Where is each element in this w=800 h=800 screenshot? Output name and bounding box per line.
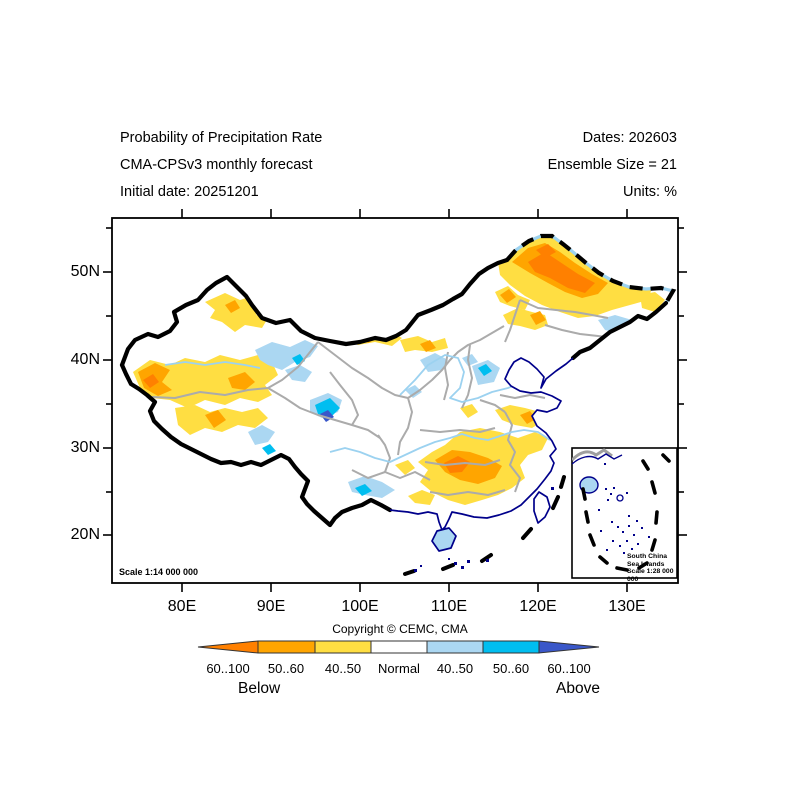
plot-title: Probability of Precipitation Rate (120, 130, 323, 146)
legend-normal (370, 640, 428, 654)
lat-label-50n: 50N (70, 263, 100, 280)
lon-label-90e: 90E (256, 598, 286, 615)
units: Units: % (623, 184, 677, 200)
model-subtitle: CMA-CPSv3 monthly forecast (120, 157, 313, 173)
copyright-text: Copyright © CEMC, CMA (332, 622, 468, 636)
lon-label-110e: 110E (430, 598, 468, 615)
lon-label-130e: 130E (608, 598, 646, 615)
initial-date: Initial date: 20251201 (120, 184, 259, 200)
lat-label-40n: 40N (70, 351, 100, 368)
forecast-dates: Dates: 202603 (582, 130, 677, 146)
taiwan-island (533, 491, 551, 524)
hainan-island (431, 527, 457, 552)
northeast-river-border (505, 233, 677, 305)
sea-boundary-dashes (403, 475, 566, 576)
map-scale-label: Scale 1:14 000 000 (119, 567, 199, 577)
ensemble-size: Ensemble Size = 21 (547, 157, 677, 173)
legend-below-60-100 (197, 640, 259, 654)
legend-label-normal: Normal (378, 661, 420, 676)
lon-label-80e: 80E (167, 598, 197, 615)
nine-dash-line (581, 453, 671, 572)
south-china-sea-inset (571, 447, 678, 579)
legend-label-above-50-60: 50..60 (492, 661, 530, 676)
title-block-left: Probability of Precipitation Rate CMA-CP… (120, 125, 322, 206)
legend-label-above-60-100: 60..100 (547, 661, 591, 676)
lon-label-120e: 120E (519, 598, 557, 615)
map-frame (111, 217, 679, 584)
legend-above-label: Above (556, 680, 600, 697)
axis-ticks (103, 209, 687, 592)
legend-below-50-60 (257, 640, 316, 654)
lat-label-30n: 30N (70, 439, 100, 456)
national-border (119, 257, 669, 528)
legend-colorbar (197, 640, 600, 654)
title-block-right: Dates: 202603 Ensemble Size = 21 Units: … (548, 125, 677, 206)
province-borders (151, 299, 616, 496)
inset-title: South China Sea Islands Scale 1:28 000 0… (627, 553, 674, 583)
legend-below-label: Below (238, 680, 281, 697)
legend-above-50-60 (482, 640, 540, 654)
sea-islands (414, 487, 554, 572)
inset-islands (598, 463, 650, 554)
legend-label-above-40-50: 40..50 (436, 661, 474, 676)
legend-above-60-100 (538, 640, 600, 654)
lon-label-100e: 100E (341, 598, 379, 615)
coastline (389, 357, 574, 552)
lat-label-20n: 20N (70, 526, 100, 543)
legend-below-40-50 (314, 640, 372, 654)
legend-above-40-50 (426, 640, 484, 654)
legend-label-below-60-100: 60..100 (206, 661, 250, 676)
legend-label-below-50-60: 50..60 (267, 661, 305, 676)
legend-label-below-40-50: 40..50 (324, 661, 362, 676)
